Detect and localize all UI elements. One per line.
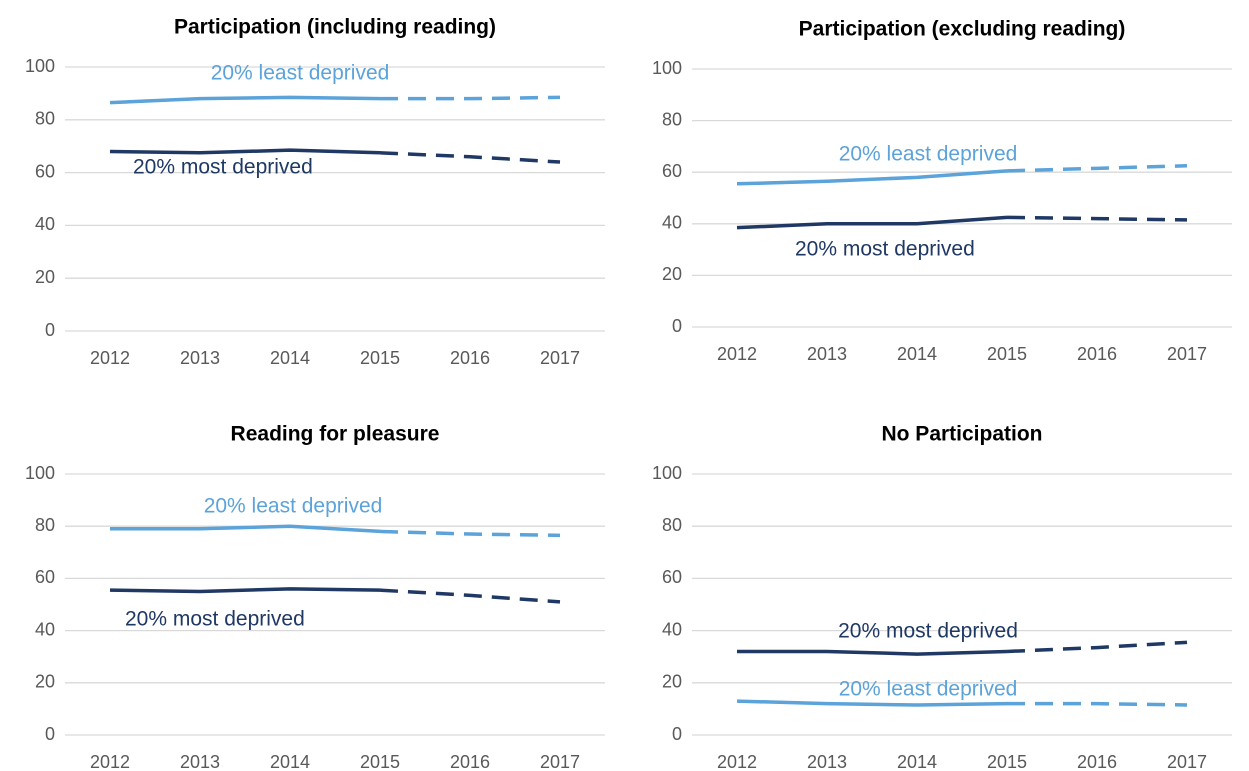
x-tick-label: 2016 xyxy=(1077,752,1117,771)
x-tick-label: 2014 xyxy=(270,348,310,368)
line-chart: Participation (excluding reading) 0 20 40 60… xyxy=(652,18,1232,364)
x-tick-label: 2012 xyxy=(90,752,130,771)
x-tick-label: 2015 xyxy=(987,344,1027,364)
series-label: 20% most deprived xyxy=(133,156,313,179)
series-label: 20% least deprived xyxy=(839,143,1018,166)
x-tick-label: 2013 xyxy=(180,348,220,368)
series-line-dashed xyxy=(1007,701,1188,707)
x-tick-label: 2013 xyxy=(807,752,847,771)
line-chart: No Participation 0 20 40 60 80 100 2012 2013 2014… xyxy=(652,423,1232,771)
series-label: 20% most deprived xyxy=(125,608,305,631)
series-line-dashed xyxy=(1006,640,1188,654)
x-tick-label: 2012 xyxy=(90,348,130,368)
series-line-dashed xyxy=(379,529,561,538)
y-tick-label: 60 xyxy=(662,161,682,181)
y-tick-label: 0 xyxy=(672,316,682,336)
series-line-dashed xyxy=(379,151,561,164)
y-tick-label: 100 xyxy=(652,463,682,483)
y-tick-label: 40 xyxy=(662,619,682,639)
x-tick-label: 2016 xyxy=(450,752,490,771)
y-tick-label: 0 xyxy=(45,320,55,340)
chart-title: No Participation xyxy=(881,423,1042,446)
series-label: 20% most deprived xyxy=(838,620,1018,643)
x-tick-label: 2014 xyxy=(897,752,937,771)
series-line xyxy=(736,215,1008,230)
y-tick-label: 100 xyxy=(25,56,55,76)
y-tick-label: 40 xyxy=(35,619,55,639)
series-line-dashed xyxy=(1006,164,1188,173)
y-tick-label: 60 xyxy=(35,567,55,587)
y-tick-label: 40 xyxy=(662,213,682,233)
x-tick-label: 2012 xyxy=(717,752,757,771)
y-tick-label: 0 xyxy=(672,724,682,744)
x-tick-label: 2017 xyxy=(540,348,580,368)
x-tick-label: 2016 xyxy=(1077,344,1117,364)
series-line-dashed xyxy=(1006,215,1188,222)
x-tick-label: 2017 xyxy=(540,752,580,771)
x-tick-label: 2017 xyxy=(1167,752,1207,771)
y-tick-label: 80 xyxy=(662,515,682,535)
y-tick-label: 20 xyxy=(35,672,55,692)
x-tick-label: 2015 xyxy=(360,752,400,771)
y-tick-label: 100 xyxy=(652,58,682,78)
x-tick-label: 2012 xyxy=(717,344,757,364)
x-tick-label: 2014 xyxy=(270,752,310,771)
series-line xyxy=(109,148,381,155)
series-label: 20% least deprived xyxy=(211,62,390,85)
y-tick-label: 0 xyxy=(45,724,55,744)
series-label: 20% least deprived xyxy=(204,495,383,518)
y-tick-label: 20 xyxy=(662,264,682,284)
y-tick-label: 80 xyxy=(35,515,55,535)
y-tick-label: 40 xyxy=(35,214,55,234)
x-tick-label: 2015 xyxy=(987,752,1027,771)
y-tick-label: 60 xyxy=(35,161,55,181)
y-tick-label: 100 xyxy=(25,463,55,483)
chart-title: Participation (excluding reading) xyxy=(799,18,1126,41)
series-label: 20% most deprived xyxy=(795,238,975,261)
line-chart: Reading for pleasure 0 20 40 60 80 100 2012 2013… xyxy=(25,423,605,771)
series-line-dashed xyxy=(379,588,561,604)
chart-title: Reading for pleasure xyxy=(231,423,440,446)
y-tick-label: 80 xyxy=(662,109,682,129)
x-tick-label: 2013 xyxy=(807,344,847,364)
y-tick-label: 20 xyxy=(35,267,55,287)
series-line xyxy=(736,699,1008,707)
series-line xyxy=(109,95,381,105)
series-line xyxy=(110,524,381,534)
x-tick-label: 2015 xyxy=(360,348,400,368)
line-chart: Participation (including reading) 0 20 40 60… xyxy=(25,16,605,368)
series-line xyxy=(737,649,1008,656)
y-tick-label: 80 xyxy=(35,109,55,129)
series-label: 20% least deprived xyxy=(839,678,1018,701)
series-line xyxy=(109,587,381,594)
series-line-dashed xyxy=(380,95,561,101)
x-tick-label: 2016 xyxy=(450,348,490,368)
chart-title: Participation (including reading) xyxy=(174,16,496,39)
x-tick-label: 2017 xyxy=(1167,344,1207,364)
x-tick-label: 2013 xyxy=(180,752,220,771)
x-tick-label: 2014 xyxy=(897,344,937,364)
y-tick-label: 60 xyxy=(662,567,682,587)
series-line xyxy=(736,169,1008,186)
y-tick-label: 20 xyxy=(662,672,682,692)
